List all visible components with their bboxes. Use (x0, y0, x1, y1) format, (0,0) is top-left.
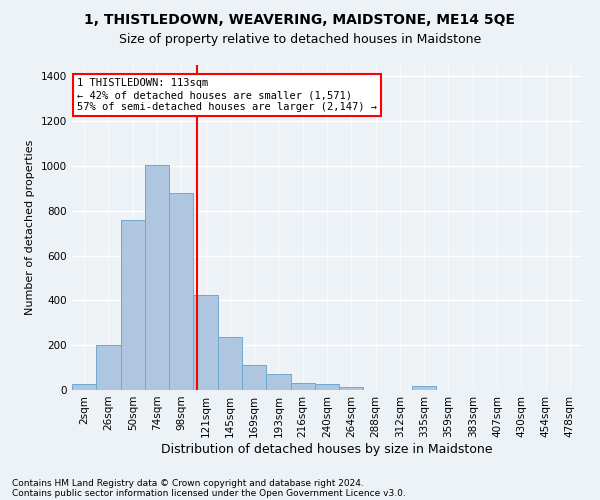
Bar (242, 366, 266, 390)
Bar (412, 386, 436, 390)
Y-axis label: Number of detached properties: Number of detached properties (25, 140, 35, 315)
Text: Size of property relative to detached houses in Maidstone: Size of property relative to detached ho… (119, 32, 481, 46)
Bar (266, 374, 290, 390)
Bar (121, 220, 145, 390)
Text: 1 THISTLEDOWN: 113sqm
← 42% of detached houses are smaller (1,571)
57% of semi-d: 1 THISTLEDOWN: 113sqm ← 42% of detached … (77, 78, 377, 112)
Bar (290, 384, 315, 390)
Bar (218, 338, 242, 390)
Text: Contains public sector information licensed under the Open Government Licence v3: Contains public sector information licen… (12, 488, 406, 498)
Bar (169, 193, 193, 390)
Bar (315, 384, 339, 390)
Bar (193, 294, 218, 390)
Text: Contains HM Land Registry data © Crown copyright and database right 2024.: Contains HM Land Registry data © Crown c… (12, 478, 364, 488)
Bar (145, 164, 169, 390)
Text: 1, THISTLEDOWN, WEAVERING, MAIDSTONE, ME14 5QE: 1, THISTLEDOWN, WEAVERING, MAIDSTONE, ME… (85, 12, 515, 26)
Bar (96, 345, 121, 390)
Bar (72, 384, 96, 390)
X-axis label: Distribution of detached houses by size in Maidstone: Distribution of detached houses by size … (161, 442, 493, 456)
Bar (339, 386, 364, 390)
